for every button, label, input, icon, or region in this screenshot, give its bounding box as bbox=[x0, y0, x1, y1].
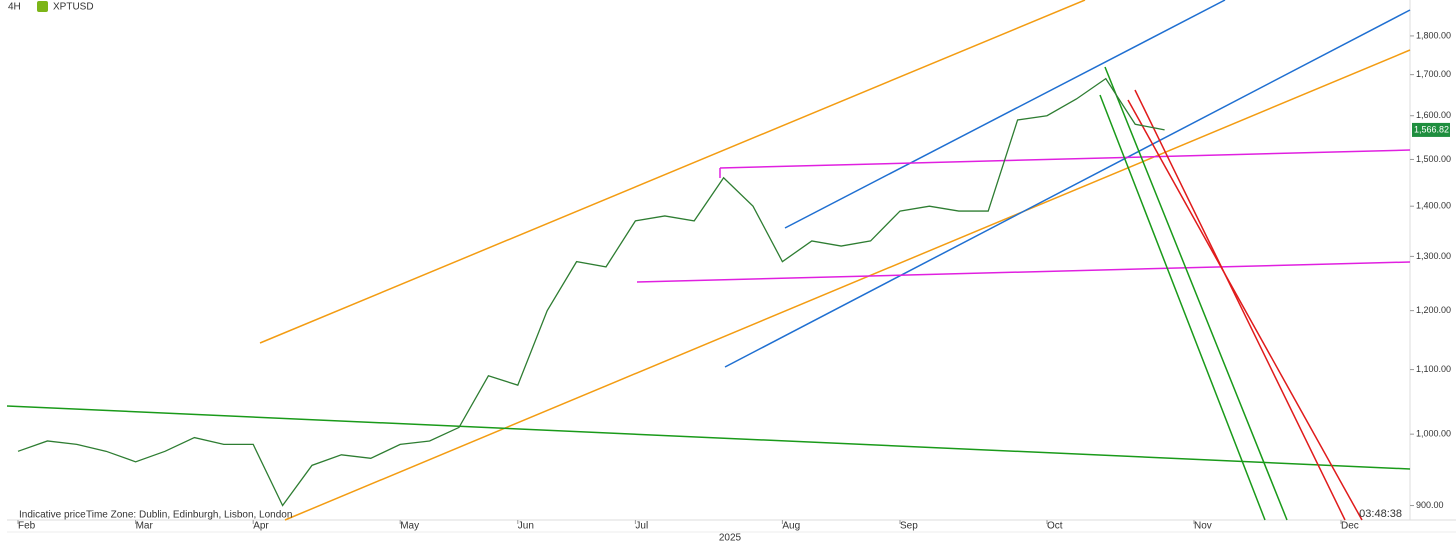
countdown: 03:48:38 bbox=[1359, 508, 1402, 520]
y-tick-label: 1,400.00 bbox=[1416, 201, 1451, 211]
trendline bbox=[259, 0, 1086, 344]
symbol-icon bbox=[37, 1, 48, 12]
interval: 4H bbox=[8, 2, 21, 13]
trendlines bbox=[6, 0, 1411, 521]
y-tick-label: 1,700.00 bbox=[1416, 69, 1451, 79]
x-axis-label: 2025 bbox=[719, 533, 742, 544]
y-tick-label: 1,100.00 bbox=[1416, 364, 1451, 374]
x-tick-label: Nov bbox=[1194, 521, 1212, 532]
trendline bbox=[719, 149, 1411, 169]
x-tick-label: Sep bbox=[900, 521, 918, 532]
x-tick-label: Aug bbox=[782, 521, 800, 532]
x-tick-label: Feb bbox=[18, 521, 36, 532]
trendline bbox=[784, 0, 1226, 229]
y-tick-label: 1,800.00 bbox=[1416, 30, 1451, 40]
x-tick-label: Oct bbox=[1047, 521, 1063, 532]
trendline bbox=[724, 9, 1411, 368]
y-tick-label: 1,300.00 bbox=[1416, 251, 1451, 261]
y-tick-label: 1,200.00 bbox=[1416, 305, 1451, 315]
footnote: Indicative price bbox=[19, 510, 86, 521]
trendline bbox=[636, 261, 1411, 283]
timezone: Time Zone: Dublin, Edinburgh, Lisbon, Lo… bbox=[86, 510, 292, 521]
x-tick-label: Mar bbox=[136, 521, 154, 532]
y-tick-label: 900.00 bbox=[1416, 500, 1444, 510]
trendline bbox=[1104, 66, 1288, 521]
trendline bbox=[6, 405, 1411, 470]
trendline bbox=[284, 49, 1411, 521]
price-line bbox=[17, 77, 1165, 507]
trendline bbox=[1127, 99, 1363, 521]
y-tick-label: 1,000.00 bbox=[1416, 429, 1451, 439]
trendline bbox=[1134, 89, 1346, 521]
symbol: XPTUSD bbox=[53, 2, 94, 13]
last-price-label: 1,566.82 bbox=[1414, 124, 1449, 134]
x-tick-label: Dec bbox=[1341, 521, 1359, 532]
y-tick-label: 1,500.00 bbox=[1416, 154, 1451, 164]
x-tick-label: Apr bbox=[253, 521, 269, 532]
x-tick-label: May bbox=[400, 521, 419, 532]
trendline bbox=[1099, 94, 1266, 521]
y-tick-label: 1,600.00 bbox=[1416, 110, 1451, 120]
last-price-tag bbox=[1412, 122, 1450, 137]
x-tick-label: Jul bbox=[635, 521, 648, 532]
x-tick-label: Jun bbox=[518, 521, 534, 532]
